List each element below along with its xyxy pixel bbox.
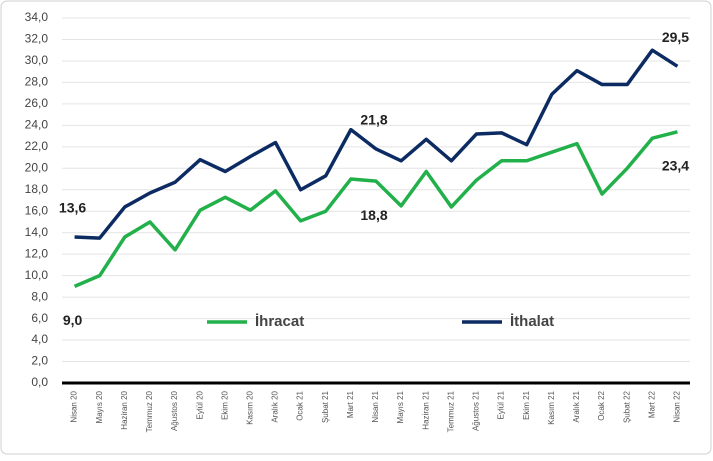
x-tick-label: Ağustos 20 <box>170 390 179 431</box>
y-tick-label: 34,0 <box>25 10 49 24</box>
y-tick-label: 16,0 <box>25 203 49 217</box>
x-tick-label: Mayıs 20 <box>95 390 104 423</box>
x-tick-label: Ocak 22 <box>597 390 606 420</box>
x-tick-label: Eylül 20 <box>195 390 204 419</box>
data-label: 9,0 <box>63 312 83 328</box>
x-tick-label: Mart 21 <box>346 390 355 418</box>
x-tick-label: Kasım 20 <box>246 390 255 424</box>
x-tick-label: Ocak 21 <box>296 390 305 420</box>
y-tick-label: 6,0 <box>31 311 48 325</box>
y-tick-label: 4,0 <box>31 332 48 346</box>
line-series <box>73 130 678 288</box>
y-tick-label: 14,0 <box>25 225 49 239</box>
y-tick-label: 26,0 <box>25 96 49 110</box>
x-tick-label: Nisan 22 <box>673 390 682 422</box>
y-tick-label: 32,0 <box>25 32 49 46</box>
y-tick-label: 0,0 <box>31 375 48 389</box>
x-tick-label: Mart 22 <box>647 390 656 418</box>
y-tick-label: 22,0 <box>25 139 49 153</box>
data-label: 13,6 <box>59 200 86 216</box>
x-tick-label: Şubat 21 <box>321 390 330 423</box>
x-tick-label: Temmuz 20 <box>145 390 154 432</box>
y-tick-label: 30,0 <box>25 53 49 67</box>
x-tick-label: Ağustos 21 <box>472 390 481 431</box>
x-tick-label: Haziran 21 <box>421 390 430 429</box>
x-tick-label: Kasım 21 <box>547 390 556 424</box>
x-tick-label: Nisan 21 <box>371 390 380 422</box>
y-tick-label: 8,0 <box>31 289 48 303</box>
y-tick-label: 12,0 <box>25 246 49 260</box>
data-label: 21,8 <box>360 112 387 128</box>
x-tick-label: Temmuz 21 <box>446 390 455 432</box>
x-tick-label: Aralık 20 <box>271 390 280 422</box>
x-tick-label: Ekim 21 <box>522 390 531 419</box>
data-label: 23,4 <box>662 157 689 173</box>
x-tick-label: Mayıs 21 <box>396 390 405 423</box>
legend-label: İhracat <box>255 313 304 330</box>
x-tick-label: Ekim 20 <box>220 390 229 419</box>
y-tick-label: 28,0 <box>25 75 49 89</box>
y-tick-label: 24,0 <box>25 118 49 132</box>
legend-label: İthalat <box>510 313 554 330</box>
y-tick-label: 2,0 <box>31 354 48 368</box>
x-tick-label: Şubat 22 <box>622 390 631 423</box>
line-series <box>74 48 679 240</box>
y-tick-label: 10,0 <box>25 268 49 282</box>
x-tick-label: Haziran 20 <box>120 390 129 429</box>
y-tick-label: 18,0 <box>25 182 49 196</box>
x-tick-label: Eylül 21 <box>497 390 506 419</box>
x-tick-label: Aralık 21 <box>572 390 581 422</box>
y-tick-label: 20,0 <box>25 160 49 174</box>
data-label: 29,5 <box>662 29 689 45</box>
x-tick-label: Nisan 20 <box>70 390 79 422</box>
data-label: 18,8 <box>360 207 387 223</box>
